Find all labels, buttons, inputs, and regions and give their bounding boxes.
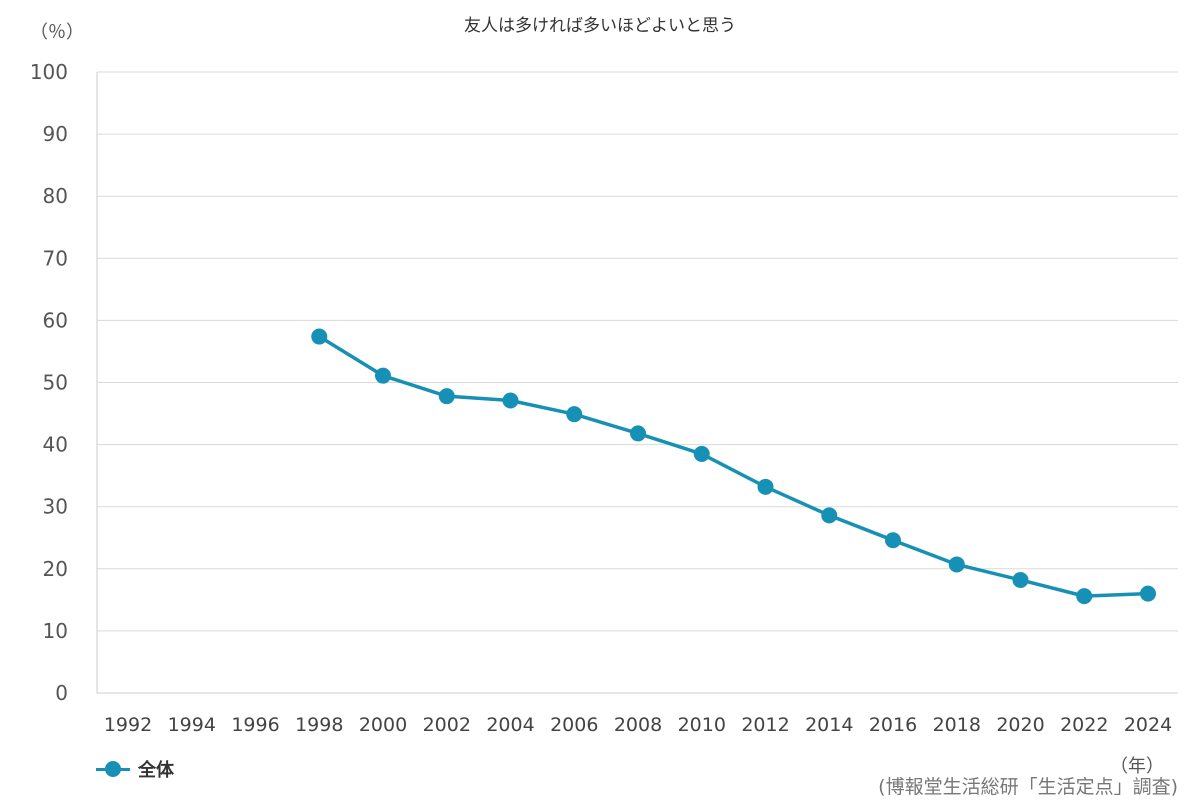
x-tick-label: 2022 xyxy=(1060,714,1108,736)
data-point xyxy=(438,388,455,405)
data-point xyxy=(1140,585,1156,602)
chart-title: 友人は多ければ多いほどよいと思う xyxy=(464,16,736,36)
data-point xyxy=(1012,571,1029,588)
data-point xyxy=(630,425,646,442)
data-point xyxy=(375,367,391,384)
y-tick-label: 50 xyxy=(43,371,68,395)
x-tick-label: 2012 xyxy=(741,714,789,736)
x-tick-label: 1998 xyxy=(295,714,343,736)
x-tick-label: 2008 xyxy=(614,714,662,736)
x-tick-label: 1996 xyxy=(231,714,279,736)
data-point xyxy=(885,532,901,549)
legend-label: 全体 xyxy=(138,760,174,781)
y-tick-label: 100 xyxy=(30,60,68,84)
legend: 全体 xyxy=(96,756,174,782)
x-tick-label: 2010 xyxy=(678,714,726,736)
y-tick-label: 60 xyxy=(43,308,68,332)
axes xyxy=(96,72,1178,694)
x-tick-label: 2000 xyxy=(359,714,407,736)
y-tick-label: 20 xyxy=(43,557,68,581)
x-tick-label: 2004 xyxy=(486,714,534,736)
data-point xyxy=(693,445,710,462)
y-tick-label: 40 xyxy=(43,433,68,457)
x-tick-label: 2016 xyxy=(869,714,917,736)
y-tick-label: 30 xyxy=(43,495,68,519)
data-point xyxy=(502,392,519,409)
data-point xyxy=(821,507,838,524)
x-tick-label: 2024 xyxy=(1124,714,1172,736)
data-point xyxy=(566,406,583,423)
x-tick-label: 2018 xyxy=(933,714,981,736)
x-tick-label: 2006 xyxy=(550,714,598,736)
legend-marker-icon xyxy=(96,757,130,781)
plot-area xyxy=(311,328,1156,605)
source-note: (博報堂生活総研「生活定点」調査) xyxy=(878,776,1178,798)
y-tick-labels: 0 10 20 30 40 50 60 70 80 90 100 xyxy=(30,60,68,705)
y-axis-unit-label: （％） xyxy=(30,22,84,43)
x-tick-label: 1992 xyxy=(104,714,152,736)
y-tick-label: 0 xyxy=(55,681,68,705)
x-tick-label: 2014 xyxy=(805,714,853,736)
x-tick-label: 1994 xyxy=(168,714,216,736)
x-tick-label: 2002 xyxy=(423,714,471,736)
y-tick-label: 80 xyxy=(43,184,68,208)
y-tick-label: 70 xyxy=(43,246,68,270)
data-point xyxy=(311,328,328,345)
x-axis-unit-label: （年） xyxy=(1110,756,1164,777)
x-tick-labels: 1992 1994 1996 1998 2000 2002 2004 2006 2008 2010… xyxy=(104,714,1172,736)
gridlines xyxy=(97,71,1178,632)
data-point xyxy=(948,556,965,573)
y-tick-label: 90 xyxy=(43,122,68,146)
data-point xyxy=(1076,588,1093,605)
series-line xyxy=(317,334,1150,598)
y-tick-label: 10 xyxy=(43,619,68,643)
data-point xyxy=(757,478,774,495)
x-tick-label: 2020 xyxy=(996,714,1044,736)
